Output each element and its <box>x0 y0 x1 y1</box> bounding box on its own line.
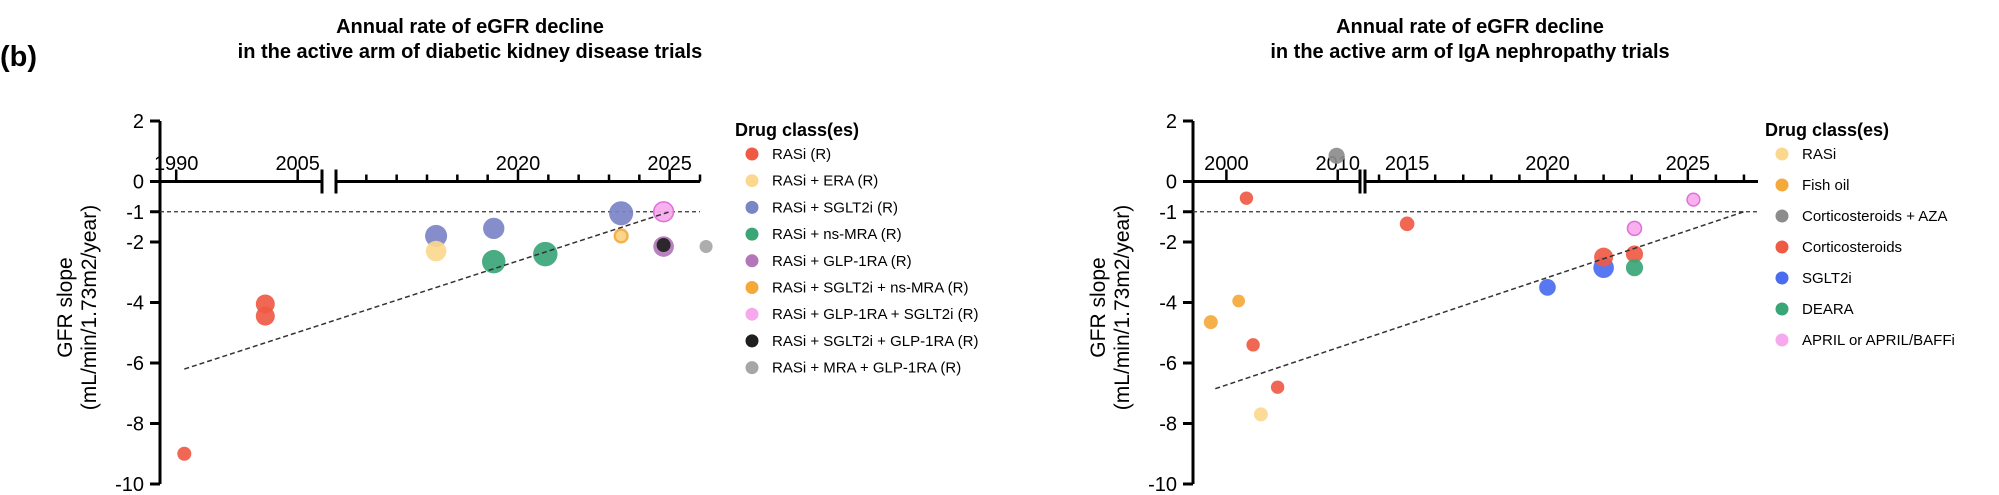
y-tick-label: -2 <box>1159 232 1177 254</box>
y-tick-label: 0 <box>1166 172 1177 194</box>
legend-label: RASi <box>1802 146 1836 163</box>
y-tick-label: -2 <box>126 232 144 254</box>
y-tick-label: 2 <box>1166 111 1177 133</box>
legend-label: APRIL or APRIL/BAFFi <box>1802 332 1955 349</box>
data-point <box>1270 380 1285 394</box>
legend-label: RASi + ns-MRA (R) <box>772 226 902 243</box>
legend-marker <box>745 334 759 348</box>
data-point <box>177 446 192 461</box>
chart-title-line: in the active arm of diabetic kidney dis… <box>238 41 703 63</box>
legend-marker <box>1775 302 1789 316</box>
y-axis-label: (mL/min/1.73m2/year) <box>78 205 101 410</box>
legend-label: DEARA <box>1802 301 1854 318</box>
y-tick-label: -4 <box>126 293 144 315</box>
data-point <box>615 230 627 242</box>
legend-marker <box>1775 209 1789 223</box>
y-tick-label: -1 <box>126 202 144 224</box>
legend-marker <box>745 281 759 294</box>
y-tick-label: -1 <box>1159 202 1177 224</box>
data-point <box>1594 247 1614 267</box>
legend-label: RASi + MRA + GLP-1RA (R) <box>772 360 961 377</box>
legend-label: RASi + ERA (R) <box>772 173 878 190</box>
chart-diabetic-kidney-disease: Annual rate of eGFR decline in the active… <box>54 16 978 495</box>
data-point <box>1203 315 1218 330</box>
chart-iga-nephropathy: Annual rate of eGFR decline in the active… <box>1087 16 1955 495</box>
data-point <box>1626 220 1643 237</box>
data-point <box>255 306 275 326</box>
data-point <box>609 201 634 226</box>
legend-marker <box>745 147 759 161</box>
trend-line <box>1215 211 1745 390</box>
legend-label: Fish oil <box>1802 177 1850 194</box>
chart-title-line: Annual rate of eGFR decline <box>1336 16 1604 38</box>
data-point <box>483 217 505 240</box>
data-point <box>1399 216 1415 232</box>
legend-title: Drug class(es) <box>1765 120 1889 140</box>
legend-label: Corticosteroids + AZA <box>1802 208 1947 225</box>
data-point <box>1625 259 1644 277</box>
y-tick-label: -8 <box>126 414 144 436</box>
y-tick-label: -8 <box>1159 414 1177 436</box>
y-axis-label: GFR slope <box>54 257 77 357</box>
data-point <box>425 240 447 262</box>
legend-label: RASi + SGLT2i (R) <box>772 199 898 216</box>
y-tick-label: -6 <box>126 353 144 375</box>
legend-label: RASi + GLP-1RA + SGLT2i (R) <box>772 306 978 323</box>
data-point <box>1328 147 1345 164</box>
y-tick-label: -10 <box>115 474 144 495</box>
data-point <box>533 241 558 267</box>
y-tick-label: -4 <box>1159 293 1177 315</box>
y-tick-label: -6 <box>1159 353 1177 375</box>
x-tick-label: 2015 <box>1385 153 1430 175</box>
data-point <box>1239 191 1254 205</box>
data-point <box>1232 294 1246 308</box>
legend-marker <box>745 200 759 214</box>
legend-marker <box>745 174 759 188</box>
y-axis-label: (mL/min/1.73m2/year) <box>1111 205 1134 410</box>
chart-title-line: in the active arm of IgA nephropathy tri… <box>1270 41 1669 63</box>
legend-label: SGLT2i <box>1802 270 1852 287</box>
x-tick-label: 2025 <box>1666 153 1711 175</box>
x-tick-label: 2010 <box>1315 153 1360 175</box>
y-tick-label: 0 <box>133 172 144 194</box>
legend-marker <box>1775 333 1789 347</box>
legend-label: RASi (R) <box>772 146 831 163</box>
x-tick-label: 2020 <box>496 153 541 175</box>
legend-marker <box>745 361 759 375</box>
data-point <box>1686 192 1701 207</box>
y-axis-label: GFR slope <box>1087 257 1110 357</box>
data-point <box>1539 279 1556 296</box>
legend-marker <box>1775 240 1789 254</box>
legend-marker <box>745 254 759 268</box>
x-tick-label: 2005 <box>275 153 320 175</box>
legend-title: Drug class(es) <box>735 120 859 140</box>
trend-line <box>184 211 670 370</box>
data-point <box>482 249 506 274</box>
data-point <box>1246 338 1260 352</box>
data-point <box>1625 245 1644 263</box>
x-tick-label: 2025 <box>647 153 692 175</box>
data-point <box>425 224 448 247</box>
legend-marker <box>1775 147 1789 161</box>
x-tick-label: 1990 <box>154 153 199 175</box>
data-point <box>1253 407 1268 422</box>
data-point <box>699 240 713 254</box>
legend-marker <box>1775 178 1789 192</box>
data-point <box>652 201 675 223</box>
legend-marker <box>745 227 759 241</box>
chart-title-line: Annual rate of eGFR decline <box>336 16 604 38</box>
x-tick-label: 2000 <box>1204 153 1249 175</box>
legend-label: RASi + GLP-1RA (R) <box>772 253 912 270</box>
legend-label: RASi + SGLT2i + GLP-1RA (R) <box>772 333 978 350</box>
legend-label: RASi + SGLT2i + ns-MRA (R) <box>772 280 968 297</box>
y-tick-label: 2 <box>133 111 144 133</box>
panel-label: (b) <box>0 41 37 73</box>
data-point <box>656 238 671 253</box>
legend-marker <box>1775 271 1789 285</box>
x-tick-label: 2020 <box>1525 153 1570 175</box>
legend-marker <box>745 307 759 321</box>
legend-label: Corticosteroids <box>1802 239 1902 256</box>
y-tick-label: -10 <box>1148 474 1177 495</box>
